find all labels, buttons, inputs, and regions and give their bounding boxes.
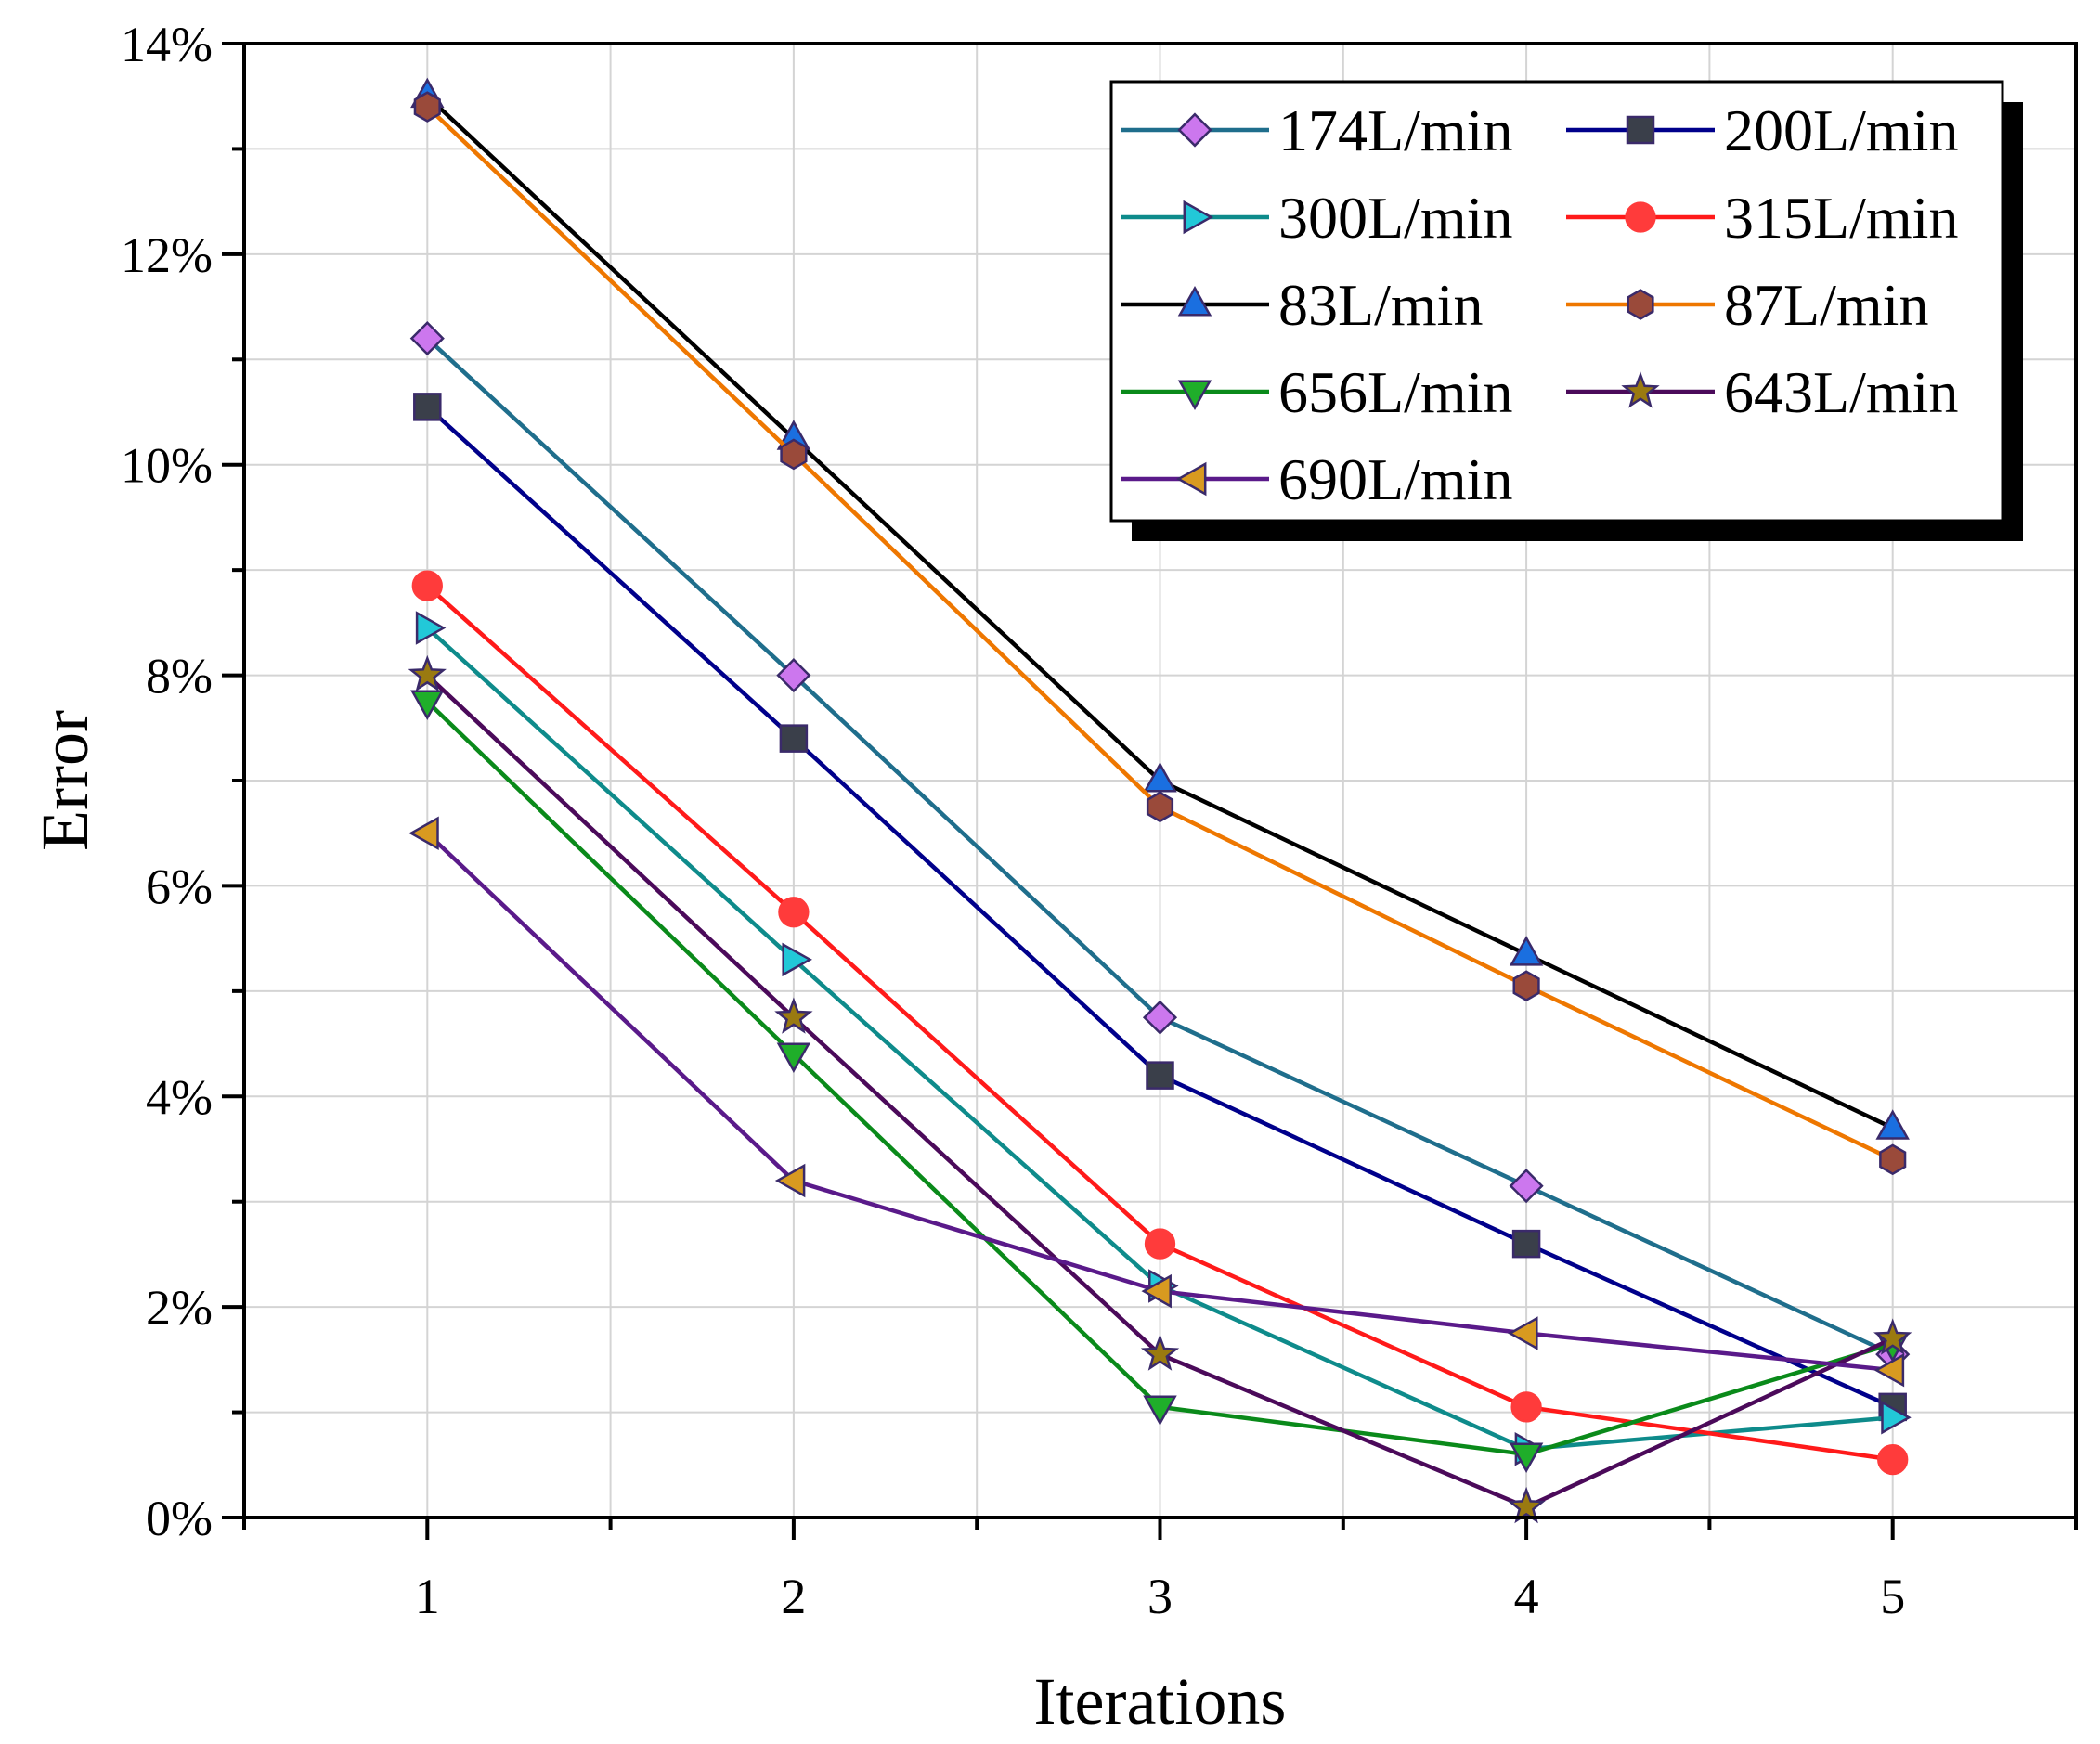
data-point [1512, 970, 1540, 1002]
legend-item: 87L/min [1566, 272, 1928, 338]
legend-label: 83L/min [1278, 272, 1483, 338]
legend-item: 656L/min [1121, 359, 1512, 425]
data-point [1509, 1169, 1544, 1204]
data-point [1873, 1352, 1905, 1388]
y-tick-label: 0% [146, 1491, 213, 1546]
legend-label: 315L/min [1724, 185, 1958, 251]
legend: 174L/min 200L/min 300L/min 315L/min 83L/min 8… [1109, 80, 2023, 541]
legend-marker [1626, 115, 1655, 145]
data-point [1507, 1486, 1546, 1524]
data-point [413, 91, 441, 123]
data-point [1141, 1273, 1172, 1309]
y-tick-label: 14% [121, 17, 213, 72]
legend-label: 87L/min [1724, 272, 1928, 338]
legend-item: 315L/min [1566, 185, 1958, 251]
y-axis-title: Error [28, 710, 102, 851]
y-tick-label: 10% [121, 438, 213, 494]
legend-item: 643L/min [1566, 359, 1958, 425]
data-point [1143, 761, 1177, 793]
legend-marker [1177, 380, 1212, 411]
legend-box [1109, 80, 2004, 523]
x-axis-title: Iterations [1034, 1664, 1287, 1738]
data-point [774, 997, 813, 1034]
legend-label: 200L/min [1724, 97, 1958, 163]
legend-item: 174L/min [1121, 97, 1512, 163]
series-87l-min [413, 91, 1907, 1176]
legend-label: 656L/min [1278, 359, 1512, 425]
data-point [410, 690, 445, 720]
series-315l-min [411, 570, 1909, 1476]
data-point [1140, 1334, 1180, 1371]
data-point [778, 897, 810, 928]
data-point [782, 942, 812, 977]
x-tick-label: 5 [1880, 1569, 1905, 1624]
y-tick-label: 6% [146, 859, 213, 914]
data-point [780, 438, 808, 471]
series-300l-min [415, 611, 1912, 1466]
data-point [1510, 1391, 1542, 1423]
data-point [1146, 791, 1174, 823]
data-point [1873, 1318, 1912, 1355]
data-point [776, 1042, 811, 1073]
x-tick-label: 4 [1514, 1569, 1539, 1624]
data-point [1142, 1000, 1178, 1035]
y-tick-label: 8% [146, 649, 213, 704]
data-point [415, 611, 447, 645]
legend-marker [1625, 201, 1656, 233]
data-point [779, 724, 809, 753]
data-point [1877, 1443, 1909, 1476]
data-point [1143, 1395, 1177, 1426]
data-point [1146, 1061, 1174, 1090]
x-tick-label: 2 [781, 1569, 806, 1624]
data-point [1879, 1143, 1907, 1176]
legend-marker [1177, 112, 1212, 148]
data-point [1875, 1109, 1910, 1140]
y-tick-label: 2% [146, 1280, 213, 1336]
legend-label: 300L/min [1278, 185, 1512, 251]
series-layer [408, 77, 1912, 1524]
legend-marker [1621, 371, 1660, 408]
data-point [413, 393, 442, 421]
y-tick-label: 12% [121, 227, 213, 283]
x-tick-label: 3 [1147, 1569, 1173, 1624]
legend-item: 300L/min [1121, 185, 1512, 251]
data-point [1508, 1316, 1538, 1350]
data-point [774, 1163, 806, 1198]
legend-item: 690L/min [1121, 446, 1512, 512]
ticks-layer: 0% 2% 4% 6% 8% 10% 12% 14% 1 2 3 4 5 [121, 17, 2078, 1624]
legend-marker [1627, 289, 1654, 320]
series-690l-min [408, 816, 1905, 1388]
data-point [409, 321, 445, 356]
data-point [408, 654, 447, 692]
data-point [1144, 1228, 1176, 1260]
x-tick-label: 1 [415, 1569, 440, 1624]
legend-label: 174L/min [1278, 97, 1512, 163]
legend-marker [1183, 200, 1214, 235]
series-174l-min [409, 321, 1911, 1372]
y-tick-label: 4% [146, 1069, 213, 1125]
data-point [1881, 1401, 1912, 1435]
legend-marker [1175, 461, 1207, 497]
data-point [1509, 936, 1544, 966]
data-point [408, 816, 439, 850]
legend-item: 83L/min [1121, 272, 1483, 338]
data-point [1509, 1442, 1544, 1473]
legend-item: 200L/min [1566, 97, 1958, 163]
data-point [776, 658, 811, 693]
legend-label: 643L/min [1724, 359, 1958, 425]
data-point [1511, 1229, 1541, 1259]
series-643l-min [408, 654, 1912, 1524]
legend-marker [1177, 285, 1212, 317]
legend-label: 690L/min [1278, 446, 1512, 512]
data-point [411, 570, 443, 601]
